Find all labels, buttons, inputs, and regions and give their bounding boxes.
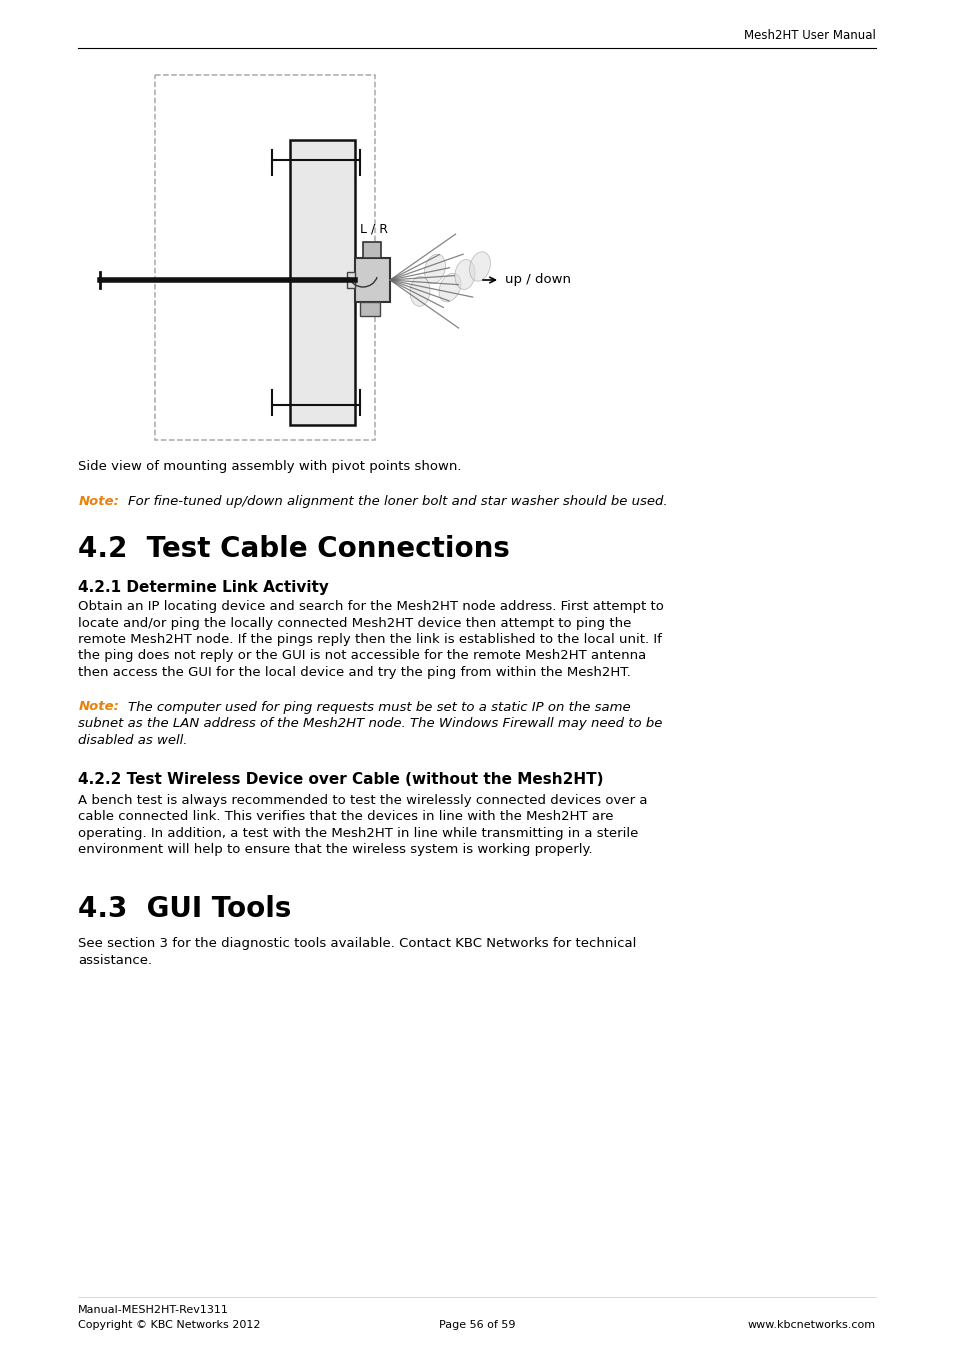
Bar	[154, 76, 375, 440]
Text: A bench test is always recommended to test the wirelessly connected devices over: A bench test is always recommended to te…	[78, 794, 647, 807]
Ellipse shape	[439, 284, 459, 313]
Text: the ping does not reply or the GUI is not accessible for the remote Mesh2HT ante: the ping does not reply or the GUI is no…	[78, 649, 646, 663]
Text: 4.2  Test Cable Connections: 4.2 Test Cable Connections	[78, 535, 510, 563]
Text: environment will help to ensure that the wireless system is working properly.: environment will help to ensure that the…	[78, 844, 592, 856]
Text: subnet as the LAN address of the Mesh2HT node. The Windows Firewall may need to : subnet as the LAN address of the Mesh2HT…	[78, 717, 662, 730]
Text: Side view of mounting assembly with pivot points shown.: Side view of mounting assembly with pivo…	[78, 460, 461, 472]
Text: www.kbcnetworks.com: www.kbcnetworks.com	[747, 1320, 875, 1330]
Text: For fine-tuned up/down alignment the loner bolt and star washer should be used.: For fine-tuned up/down alignment the lon…	[128, 495, 667, 508]
Bar	[347, 271, 355, 288]
Text: up / down: up / down	[504, 274, 571, 286]
Text: Obtain an IP locating device and search for the Mesh2HT node address. First atte: Obtain an IP locating device and search …	[78, 599, 663, 613]
Text: cable connected link. This verifies that the devices in line with the Mesh2HT ar: cable connected link. This verifies that…	[78, 810, 613, 824]
Text: L / R: L / R	[359, 221, 388, 235]
Bar	[290, 140, 355, 425]
Text: 4.2.2 Test Wireless Device over Cable (without the Mesh2HT): 4.2.2 Test Wireless Device over Cable (w…	[78, 772, 603, 787]
Text: 4.2.1 Determine Link Activity: 4.2.1 Determine Link Activity	[78, 580, 329, 595]
Bar	[359, 302, 379, 316]
Ellipse shape	[410, 265, 430, 294]
Text: then access the GUI for the local device and try the ping from within the Mesh2H: then access the GUI for the local device…	[78, 666, 631, 679]
Text: Mesh2HT User Manual: Mesh2HT User Manual	[743, 28, 875, 42]
Text: disabled as well.: disabled as well.	[78, 733, 188, 747]
Text: Note:: Note:	[78, 701, 119, 714]
Text: See section 3 for the diagnostic tools available. Contact KBC Networks for techn: See section 3 for the diagnostic tools a…	[78, 937, 636, 950]
Ellipse shape	[469, 274, 491, 302]
Text: assistance.: assistance.	[78, 953, 152, 967]
Text: remote Mesh2HT node. If the pings reply then the link is established to the loca: remote Mesh2HT node. If the pings reply …	[78, 633, 661, 647]
Text: locate and/or ping the locally connected Mesh2HT device then attempt to ping the: locate and/or ping the locally connected…	[78, 617, 631, 629]
Text: Page 56 of 59: Page 56 of 59	[438, 1320, 515, 1330]
Text: 4.3  GUI Tools: 4.3 GUI Tools	[78, 895, 292, 923]
Text: Manual-MESH2HT-Rev1311: Manual-MESH2HT-Rev1311	[78, 1305, 229, 1315]
Text: Note:: Note:	[78, 495, 119, 508]
Text: The computer used for ping requests must be set to a static IP on the same: The computer used for ping requests must…	[128, 701, 630, 714]
Text: Copyright © KBC Networks 2012: Copyright © KBC Networks 2012	[78, 1320, 260, 1330]
Ellipse shape	[455, 251, 475, 281]
Bar	[363, 242, 380, 258]
Bar	[355, 258, 390, 302]
Ellipse shape	[424, 285, 445, 313]
Text: operating. In addition, a test with the Mesh2HT in line while transmitting in a : operating. In addition, a test with the …	[78, 828, 638, 840]
